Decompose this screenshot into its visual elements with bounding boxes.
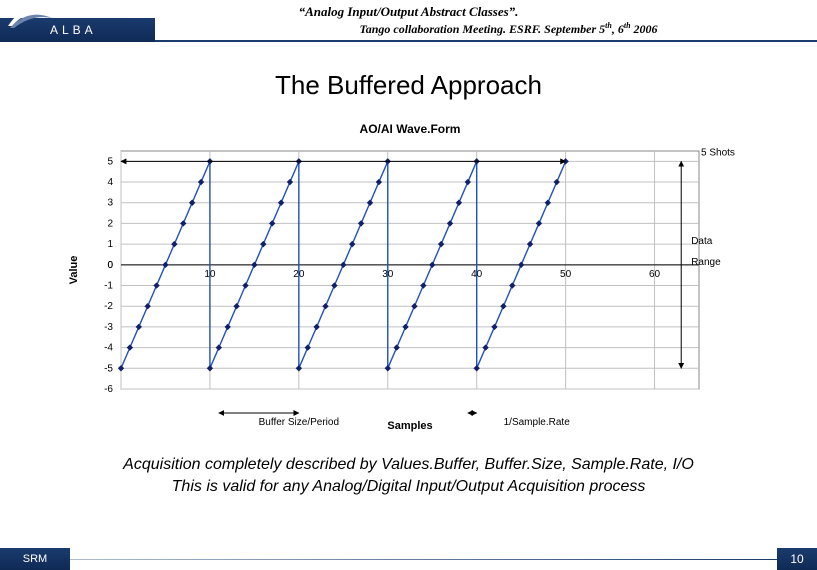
svg-text:Data: Data — [691, 236, 713, 247]
footer-line — [70, 559, 777, 560]
svg-text:-6: -6 — [104, 384, 113, 395]
header-title-2-sup1: th — [605, 21, 612, 30]
svg-text:5: 5 — [107, 156, 113, 167]
svg-text:5 Shots: 5 Shots — [701, 147, 735, 158]
svg-text:Value: Value — [68, 256, 80, 285]
caption-line-1: Acquisition completely described by Valu… — [123, 456, 694, 473]
svg-text:-3: -3 — [104, 322, 113, 333]
slide-header: “Analog Input/Output Abstract Classes”. … — [0, 0, 817, 42]
waveform-chart: -6-5-4-3-2-10123451020304050600AO/AI Wav… — [49, 115, 769, 435]
caption-line-2: This is valid for any Analog/Digital Inp… — [172, 478, 646, 495]
svg-text:Range: Range — [691, 257, 721, 268]
footer-author: SRM — [0, 548, 70, 570]
svg-text:4: 4 — [107, 177, 113, 188]
svg-text:AO/AI Wave.Form: AO/AI Wave.Form — [359, 122, 460, 136]
svg-text:-1: -1 — [104, 281, 113, 292]
svg-text:-2: -2 — [104, 301, 113, 312]
svg-text:1: 1 — [107, 239, 113, 250]
svg-text:0: 0 — [107, 260, 113, 271]
chart-container: -6-5-4-3-2-10123451020304050600AO/AI Wav… — [49, 115, 769, 440]
svg-text:Samples: Samples — [387, 420, 432, 432]
svg-text:Buffer Size/Period: Buffer Size/Period — [258, 417, 338, 428]
header-underline — [155, 40, 817, 42]
header-title-2-suffix: 2006 — [631, 22, 658, 36]
svg-text:1/Sample.Rate: 1/Sample.Rate — [503, 417, 570, 428]
header-title-2-sup2: th — [624, 21, 631, 30]
logo-text: ALBA — [50, 23, 97, 37]
svg-text:2: 2 — [107, 218, 113, 229]
svg-text:60: 60 — [648, 269, 660, 280]
header-title-2-prefix: Tango collaboration Meeting. ESRF. Septe… — [359, 22, 605, 36]
svg-text:3: 3 — [107, 198, 113, 209]
svg-text:-4: -4 — [104, 343, 113, 354]
svg-text:-5: -5 — [104, 363, 113, 374]
header-title-2-mid: , 6 — [612, 22, 624, 36]
footer-page-number: 10 — [777, 548, 817, 570]
slide-footer: SRM 10 — [0, 548, 817, 570]
logo-bar: ALBA — [0, 18, 155, 42]
slide-title: The Buffered Approach — [0, 70, 817, 101]
svg-text:50: 50 — [560, 269, 572, 280]
slide-caption: Acquisition completely described by Valu… — [0, 454, 817, 497]
